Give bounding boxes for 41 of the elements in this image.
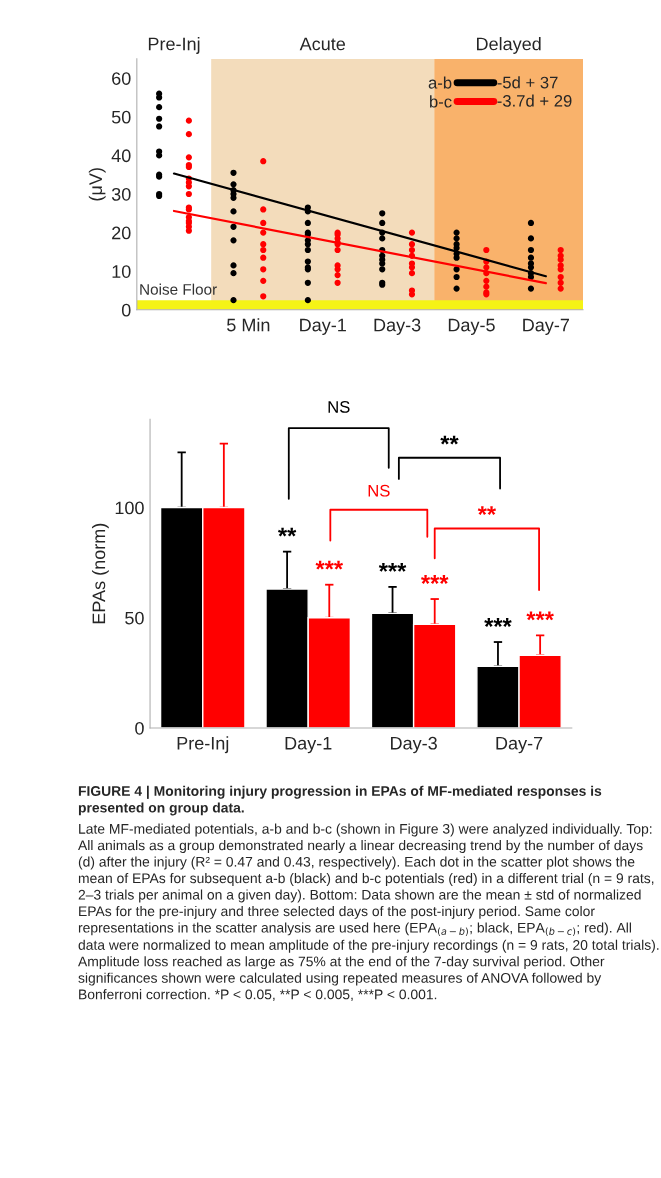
- band-label: Delayed: [477, 37, 541, 54]
- band-label: Noise Floor: [140, 283, 217, 295]
- annotation: -5d + 37: [497, 76, 558, 89]
- y-tick-label: 40: [111, 149, 131, 163]
- x-tick-label: Day-3: [374, 318, 421, 335]
- annotation: **: [277, 527, 297, 537]
- annotation: NS: [368, 484, 390, 497]
- x-tick-label: Day-1: [300, 318, 346, 335]
- band-label: Acute: [299, 37, 346, 51]
- x-tick-label: Day-7: [496, 737, 543, 754]
- legend-label: b-c: [430, 95, 452, 108]
- x-tick-label: Pre-Inj: [177, 736, 229, 754]
- x-tick-label: Day-5: [448, 318, 495, 335]
- annotation: **: [477, 506, 497, 516]
- y-tick-label: 0: [121, 303, 131, 317]
- annotation: -3.7d + 29: [497, 94, 572, 107]
- annotation: ***: [378, 562, 407, 572]
- x-tick-label: Day-7: [523, 318, 569, 335]
- text: Late MF-mediated potentials, a-b and b-c (shown in Figure 3) were analyzed individually. Top: All animals as a group demonstrated nearly a linear decreasing trend by the number of days (d) after the injury (R² = 0.47 and 0.43, respectively). Each dot in the scatter plot shows the mean of EPAs for subsequent a-b (black) and b-c potentials (red) in a different trial (n = 9 rats, 2–3 trials per animal on a given day). Bottom: Data shown are the mean ± std of normalized EPAs for the pre-injury and three selected days of the post-injury period. Same color representations in the scatter analysis are used here (EPA$_{(a−b)}$; black, EPA$_{(b−c)}$; red). All data were normalized to mean amplitude of the pre-injury recordings (n = 9 rats, 20 total trials). Amplitude loss reached as large as 75% at the end of the 7-day survival period. Other significances shown were calculated using repeated measures of ANOVA followed by Bonferroni correction. *P < 0.05, **P < 0.005, ***P < 0.001.: [78, 823, 659, 1001]
- text: Pre-Inj: [148, 37, 200, 54]
- annotation: ***: [315, 560, 344, 570]
- y-tick-label: 100: [115, 501, 144, 515]
- y-tick-label: 0: [135, 721, 144, 735]
- annotation: ***: [484, 618, 512, 627]
- y-tick-label: 50: [111, 110, 131, 124]
- x-tick-label: Day-3: [391, 736, 437, 754]
- legend-label: a-b: [428, 76, 452, 89]
- y-tick-label: 50: [125, 611, 144, 625]
- y-axis-title: EPAs (norm): [91, 523, 109, 624]
- annotation: **: [440, 435, 459, 445]
- y-tick-label: 10: [112, 265, 131, 278]
- annotation: ***: [526, 611, 554, 621]
- caption: FIGURE 4 | Monitoring injury progression in EPAs of MF-mediated responses is presented on group data.: [78, 785, 602, 816]
- y-tick-label: 30: [111, 187, 131, 201]
- y-tick-label: 20: [112, 226, 131, 240]
- x-tick-label: Day-1: [285, 737, 332, 754]
- y-axis-title: (μV): [88, 168, 106, 201]
- x-tick-label: 5 Min: [227, 318, 270, 332]
- y-tick-label: 60: [112, 72, 131, 85]
- text: NS: [328, 401, 350, 413]
- annotation: ***: [420, 575, 449, 584]
